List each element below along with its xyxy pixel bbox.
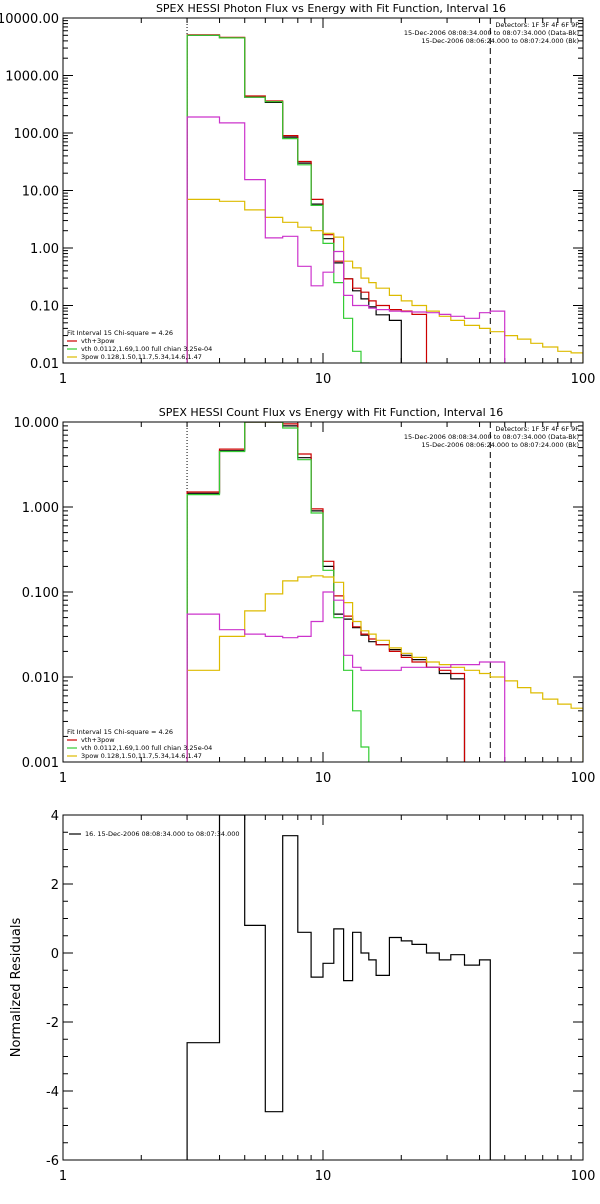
x-tick-label: 10	[315, 771, 332, 786]
y-tick-label: -4	[46, 1085, 59, 1100]
y-tick-label: -2	[46, 1016, 59, 1031]
y-tick-label: 2	[51, 878, 59, 893]
fit-legend-header: Fit Interval 15 Chi-square = 4.26	[67, 329, 173, 337]
series-data-bk	[186, 34, 402, 363]
x-tick-label: 100	[571, 771, 596, 786]
info-line-1: Detectors: 1F 3F 4F 6F 9F	[495, 21, 579, 29]
y-tick-label: 0	[51, 947, 59, 962]
info-line-3: 15-Dec-2006 08:06:24.000 to 08:07:24.000…	[422, 441, 580, 449]
plot-frame	[62, 421, 584, 763]
y-tick-label: 0.100	[22, 586, 59, 601]
series-bk	[186, 591, 506, 762]
plot-data	[186, 815, 491, 1160]
series-bk	[186, 116, 506, 363]
plot-data	[186, 18, 583, 363]
info-line-1: Detectors: 1F 3F 4F 6F 9F	[495, 425, 579, 433]
fit-legend-item: 3pow 0.128,1.50,11.7,5.34,14.6,1.47	[81, 752, 202, 760]
x-tick-label: 100	[571, 1169, 596, 1184]
legend-text: 16. 15-Dec-2006 08:08:34.000 to 08:07:34…	[85, 830, 240, 838]
chart-title: SPEX HESSI Count Flux vs Energy with Fit…	[159, 406, 503, 419]
plot-data	[186, 422, 583, 762]
info-line-2: 15-Dec-2006 08:08:34.000 to 08:07:34.000…	[404, 29, 579, 37]
y-tick-label: 0.01	[30, 357, 59, 372]
series-16-15-dec-2006-08-08-34-000-to-08-07-34-000	[186, 815, 491, 1160]
y-tick-label: 10.00	[22, 185, 59, 200]
info-line-3: 15-Dec-2006 08:06:24.000 to 08:07:24.000…	[422, 37, 580, 45]
y-tick-label: 1000.00	[5, 70, 59, 85]
fit-legend-item: 3pow 0.128,1.50,11.7,5.34,14.6,1.47	[81, 353, 202, 361]
series-vth-3pow	[186, 34, 428, 363]
x-tick-label: 100	[571, 372, 596, 387]
y-tick-label: 100.00	[14, 127, 60, 142]
x-tick-label: 1	[59, 771, 67, 786]
plot-frame	[62, 17, 584, 364]
y-tick-label: 1.000	[22, 501, 59, 516]
chart-title: SPEX HESSI Photon Flux vs Energy with Fi…	[156, 2, 506, 15]
chart-panel-3: 1 10 100 -6 -4 -2 0 2 4 Normalized Residuals 16. 1…	[9, 809, 595, 1184]
fit-legend-item: vth+3pow	[81, 736, 115, 744]
series-data-bk	[186, 422, 466, 762]
y-tick-label: 0.10	[30, 300, 59, 315]
y-tick-label: 4	[51, 809, 59, 824]
y-tick-label: 0.001	[22, 756, 59, 771]
series-3pow	[186, 198, 583, 363]
y-tick-label: 0.010	[22, 671, 59, 686]
y-axis-label: Normalized Residuals	[9, 918, 24, 1058]
x-tick-label: 1	[59, 372, 67, 387]
series-vth-3pow	[186, 422, 466, 762]
series-vth	[186, 34, 370, 363]
fit-legend-item: vth+3pow	[81, 337, 115, 345]
plot-frame	[62, 814, 584, 1161]
info-line-2: 15-Dec-2006 08:08:34.000 to 08:07:34.000…	[404, 433, 579, 441]
fit-legend-header: Fit Interval 15 Chi-square = 4.26	[67, 728, 173, 736]
x-tick-label: 10	[315, 372, 332, 387]
series-3pow	[186, 575, 583, 762]
x-tick-label: 10	[315, 1169, 332, 1184]
x-tick-label: 1	[59, 1169, 67, 1184]
y-tick-label: -6	[46, 1154, 59, 1169]
y-tick-label: 10000.00	[0, 12, 59, 27]
series-vth	[186, 422, 370, 762]
fit-legend-item: vth 0.0112,1.69,1.00 full chian 3.25e-04	[81, 345, 212, 353]
chart-panel-1: SPEX HESSI Photon Flux vs Energy with Fi…	[0, 2, 595, 387]
y-tick-label: 10.000	[14, 416, 60, 431]
chart-panel-2: SPEX HESSI Count Flux vs Energy with Fit…	[14, 406, 596, 786]
y-tick-label: 1.00	[30, 242, 59, 257]
fit-legend-item: vth 0.0112,1.69,1.00 full chian 3.25e-04	[81, 744, 212, 752]
